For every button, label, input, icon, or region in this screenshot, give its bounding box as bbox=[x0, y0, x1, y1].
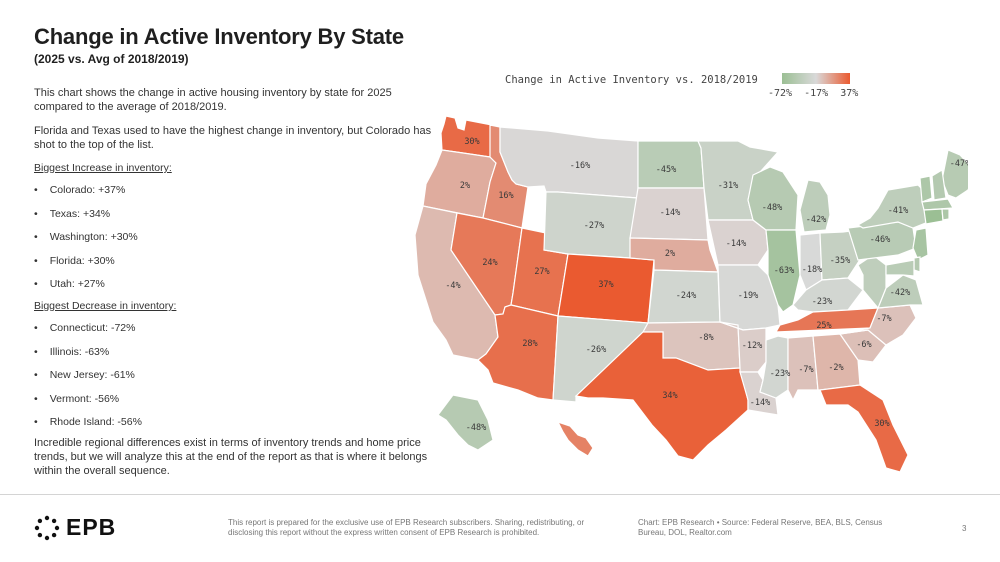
state-layer bbox=[414, 115, 968, 473]
source-text: Chart: EPB Research • Source: Federal Re… bbox=[638, 518, 883, 537]
state-ma bbox=[921, 198, 954, 211]
state-mt bbox=[499, 126, 639, 199]
state-vt bbox=[919, 175, 933, 203]
legend-mid-label: -17% bbox=[804, 88, 829, 99]
state-md bbox=[885, 259, 915, 277]
state-label-ky: -23% bbox=[812, 297, 832, 307]
increase-item: Texas: +34% bbox=[34, 208, 138, 232]
page-title: Change in Active Inventory By State bbox=[34, 24, 404, 49]
legend-min-label: -72% bbox=[768, 88, 793, 99]
state-de bbox=[913, 256, 921, 273]
increase-heading: Biggest Increase in inventory: bbox=[34, 162, 172, 174]
state-ri bbox=[941, 208, 950, 221]
state-tn bbox=[774, 307, 879, 333]
decrease-item: Rhode Island: -56% bbox=[34, 416, 142, 440]
decrease-item: Vermont: -56% bbox=[34, 393, 142, 417]
state-label-tx: 34% bbox=[662, 391, 677, 401]
state-wv bbox=[857, 254, 887, 310]
decrease-item: New Jersey: -61% bbox=[34, 369, 142, 393]
state-label-id: 16% bbox=[498, 191, 513, 201]
state-label-co: 37% bbox=[598, 280, 613, 290]
us-state-map: 30% 2% -4% 16% 24% 27% 28% -16% -27% 37% -26% -45% -… bbox=[414, 115, 968, 473]
state-label-mo: -19% bbox=[738, 291, 758, 301]
increase-item: Florida: +30% bbox=[34, 255, 138, 279]
intro-text: This chart shows the change in active ho… bbox=[34, 87, 392, 113]
state-label-ok: -8% bbox=[698, 333, 713, 343]
state-label-nv: 24% bbox=[482, 258, 497, 268]
logo-text: EPB bbox=[66, 514, 117, 540]
state-label-ne: 2% bbox=[665, 249, 675, 259]
state-label-ut: 27% bbox=[534, 267, 549, 277]
state-me bbox=[941, 149, 968, 199]
state-label-tn: 25% bbox=[816, 321, 831, 331]
state-label-al: -7% bbox=[798, 365, 813, 375]
state-ak bbox=[437, 394, 494, 451]
state-wi bbox=[747, 166, 799, 231]
state-label-la: -14% bbox=[750, 398, 770, 408]
state-label-wy: -27% bbox=[584, 221, 604, 231]
decrease-item: Connecticut: -72% bbox=[34, 322, 142, 346]
increase-item: Washington: +30% bbox=[34, 231, 138, 255]
state-az bbox=[477, 304, 559, 401]
footer-divider bbox=[0, 494, 1000, 495]
state-nj bbox=[912, 227, 929, 261]
state-label-mi: -42% bbox=[806, 215, 826, 225]
state-label-wi: -48% bbox=[762, 203, 782, 213]
state-label-nc: -7% bbox=[876, 314, 891, 324]
page-number: 3 bbox=[962, 524, 967, 533]
decrease-heading: Biggest Decrease in inventory: bbox=[34, 300, 177, 312]
decrease-list: Connecticut: -72% Illinois: -63% New Jer… bbox=[34, 322, 142, 440]
state-label-fl: 30% bbox=[874, 419, 889, 429]
state-label-ak: -48% bbox=[466, 423, 486, 433]
state-ct bbox=[923, 208, 944, 225]
state-label-oh: -35% bbox=[830, 256, 850, 266]
increase-item: Utah: +27% bbox=[34, 278, 138, 302]
state-ms bbox=[759, 335, 789, 399]
state-label-nm: -26% bbox=[586, 345, 606, 355]
decrease-item: Illinois: -63% bbox=[34, 346, 142, 370]
state-mi bbox=[799, 179, 831, 233]
state-label-nd: -45% bbox=[656, 165, 676, 175]
state-label-wa: 30% bbox=[464, 137, 479, 147]
legend-max-label: 37% bbox=[840, 88, 859, 99]
epb-logo: EPB bbox=[34, 514, 116, 541]
state-label-va: -42% bbox=[890, 288, 910, 298]
increase-item: Colorado: +37% bbox=[34, 184, 138, 208]
state-label-or: 2% bbox=[460, 181, 470, 191]
state-fl bbox=[819, 384, 909, 473]
page-subtitle: (2025 vs. Avg of 2018/2019) bbox=[34, 52, 189, 66]
state-label-ks: -24% bbox=[676, 291, 696, 301]
state-tx bbox=[574, 331, 749, 461]
state-label-az: 28% bbox=[522, 339, 537, 349]
state-label-ca: -4% bbox=[445, 281, 460, 291]
state-label-ar: -12% bbox=[742, 341, 762, 351]
increase-list: Colorado: +37% Texas: +34% Washington: +… bbox=[34, 184, 138, 302]
state-label-ga: -2% bbox=[828, 363, 843, 373]
epb-logo-icon bbox=[34, 515, 60, 540]
legend-labels: -72% -17% 37% bbox=[768, 88, 864, 99]
label-layer: 30% 2% -4% 16% 24% 27% 28% -16% -27% 37% -26% -45% -… bbox=[445, 137, 968, 433]
closing-text: Incredible regional differences exist in… bbox=[34, 437, 428, 477]
state-label-il: -63% bbox=[774, 266, 794, 276]
state-label-me: -47% bbox=[950, 159, 968, 169]
disclaimer-text: This report is prepared for the exclusiv… bbox=[228, 518, 585, 537]
state-il bbox=[765, 229, 801, 313]
summary-text: Florida and Texas used to have the highe… bbox=[34, 125, 432, 151]
state-label-mt: -16% bbox=[570, 161, 590, 171]
state-label-mn: -31% bbox=[718, 181, 738, 191]
legend-title: Change in Active Inventory vs. 2018/2019 bbox=[505, 74, 758, 86]
state-label-sd: -14% bbox=[660, 208, 680, 218]
state-label-in: -18% bbox=[802, 265, 822, 275]
state-label-pa: -46% bbox=[870, 235, 890, 245]
state-label-ms: -23% bbox=[770, 369, 790, 379]
state-label-sc: -6% bbox=[856, 340, 871, 350]
legend-color-bar bbox=[782, 73, 850, 84]
state-label-ia: -14% bbox=[726, 239, 746, 249]
state-hi bbox=[556, 420, 594, 457]
state-nh bbox=[931, 169, 947, 201]
state-label-ny: -41% bbox=[888, 206, 908, 216]
